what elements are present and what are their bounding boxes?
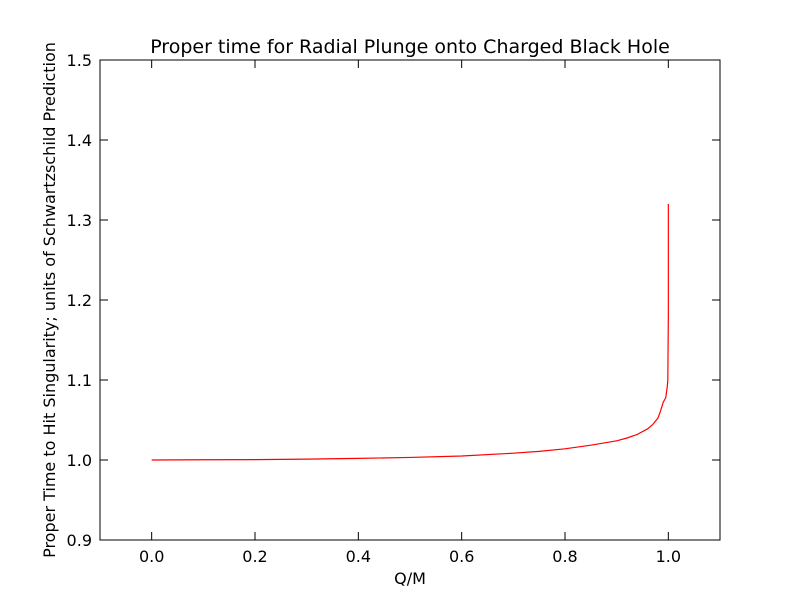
y-tick-label: 1.1 [67, 371, 92, 390]
x-axis-ticks: 0.0 0.2 0.4 0.6 0.8 1.0 [139, 60, 681, 566]
x-tick-label: 0.8 [552, 547, 577, 566]
series-line [151, 204, 669, 461]
y-tick-label: 1.5 [67, 51, 92, 70]
x-tick-label: 0.0 [139, 547, 164, 566]
y-tick-label: 1.2 [67, 291, 92, 310]
x-axis-label: Q/M [394, 569, 426, 588]
y-tick-label: 0.9 [67, 531, 92, 550]
y-tick-label: 1.4 [67, 131, 92, 150]
x-tick-label: 1.0 [656, 547, 681, 566]
series-layer [151, 204, 669, 461]
y-tick-label: 1.0 [67, 451, 92, 470]
y-axis-label: Proper Time to Hit Singularity; units of… [40, 42, 59, 558]
x-tick-label: 0.2 [242, 547, 267, 566]
chart-title: Proper time for Radial Plunge onto Charg… [150, 36, 670, 58]
x-tick-label: 0.6 [449, 547, 474, 566]
y-axis-ticks: 0.9 1.0 1.1 1.2 1.3 1.4 1.5 [67, 51, 720, 550]
x-tick-label: 0.4 [346, 547, 371, 566]
y-tick-label: 1.3 [67, 211, 92, 230]
